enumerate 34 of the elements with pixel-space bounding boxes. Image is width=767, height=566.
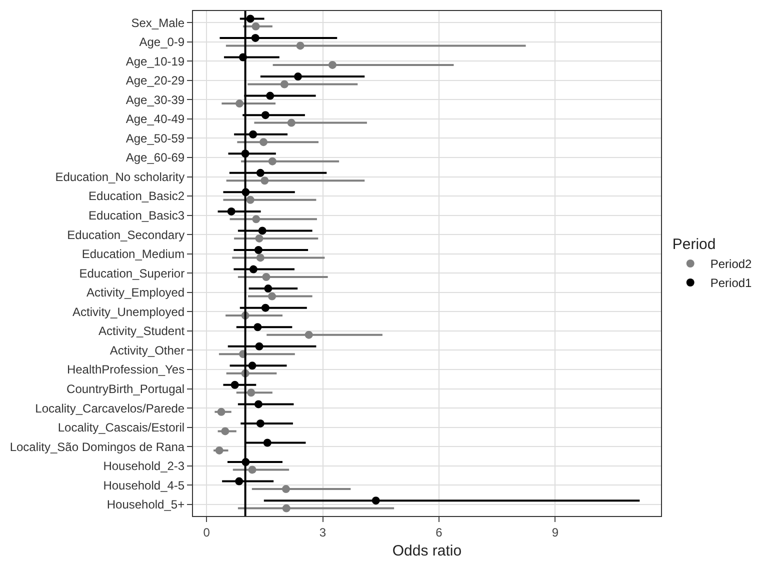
x-tick-label: 9 bbox=[552, 525, 559, 540]
y-tick-label: Activity_Student bbox=[98, 324, 186, 338]
y-tick-label: Age_60-69 bbox=[126, 150, 185, 165]
y-tick-label: Age_0-9 bbox=[139, 35, 185, 50]
y-tick-label: Locality_Carcavelos/Parede bbox=[35, 401, 185, 416]
y-tick-label: Education_Superior bbox=[79, 266, 185, 280]
y-tick-label: Education_Medium bbox=[82, 247, 185, 262]
legend-title: Period bbox=[672, 236, 716, 253]
x-tick-label: 0 bbox=[203, 525, 210, 540]
y-tick-label: HealthProfession_Yes bbox=[66, 362, 185, 377]
y-tick-label: Education_Basic2 bbox=[88, 189, 185, 204]
y-tick-label: Household_4-5 bbox=[103, 478, 185, 492]
y-tick-label: CountryBirth_Portugal bbox=[66, 382, 185, 396]
y-tick-label: Age_30-39 bbox=[126, 92, 185, 107]
y-tick-label: Sex_Male bbox=[131, 16, 185, 30]
x-axis-title: Odds ratio bbox=[392, 542, 462, 560]
y-tick-label: Activity_Employed bbox=[86, 286, 185, 300]
y-tick-label: Age_40-49 bbox=[126, 112, 185, 126]
x-tick-label: 6 bbox=[436, 525, 443, 540]
x-tick-label: 3 bbox=[319, 525, 326, 540]
y-tick-label: Education_Secondary bbox=[67, 228, 185, 242]
legend-label: Period1 bbox=[710, 276, 752, 290]
y-tick-label: Household_5+ bbox=[106, 498, 185, 512]
legend-label: Period2 bbox=[710, 257, 752, 272]
y-tick-label: Age_20-29 bbox=[126, 74, 185, 88]
y-tick-label: Age_50-59 bbox=[126, 131, 185, 146]
y-tick-label: Age_10-19 bbox=[126, 54, 185, 68]
y-tick-label: Activity_Other bbox=[110, 343, 185, 358]
y-tick-label: Education_Basic3 bbox=[88, 208, 185, 223]
y-tick-label: Education_No scholarity bbox=[55, 170, 185, 184]
y-tick-label: Household_2-3 bbox=[103, 459, 185, 474]
y-tick-label: Locality_Cascais/Estoril bbox=[58, 420, 185, 435]
y-tick-label: Activity_Unemployed bbox=[72, 304, 185, 319]
y-tick-label: Locality_São Domingos de Rana bbox=[10, 440, 185, 454]
